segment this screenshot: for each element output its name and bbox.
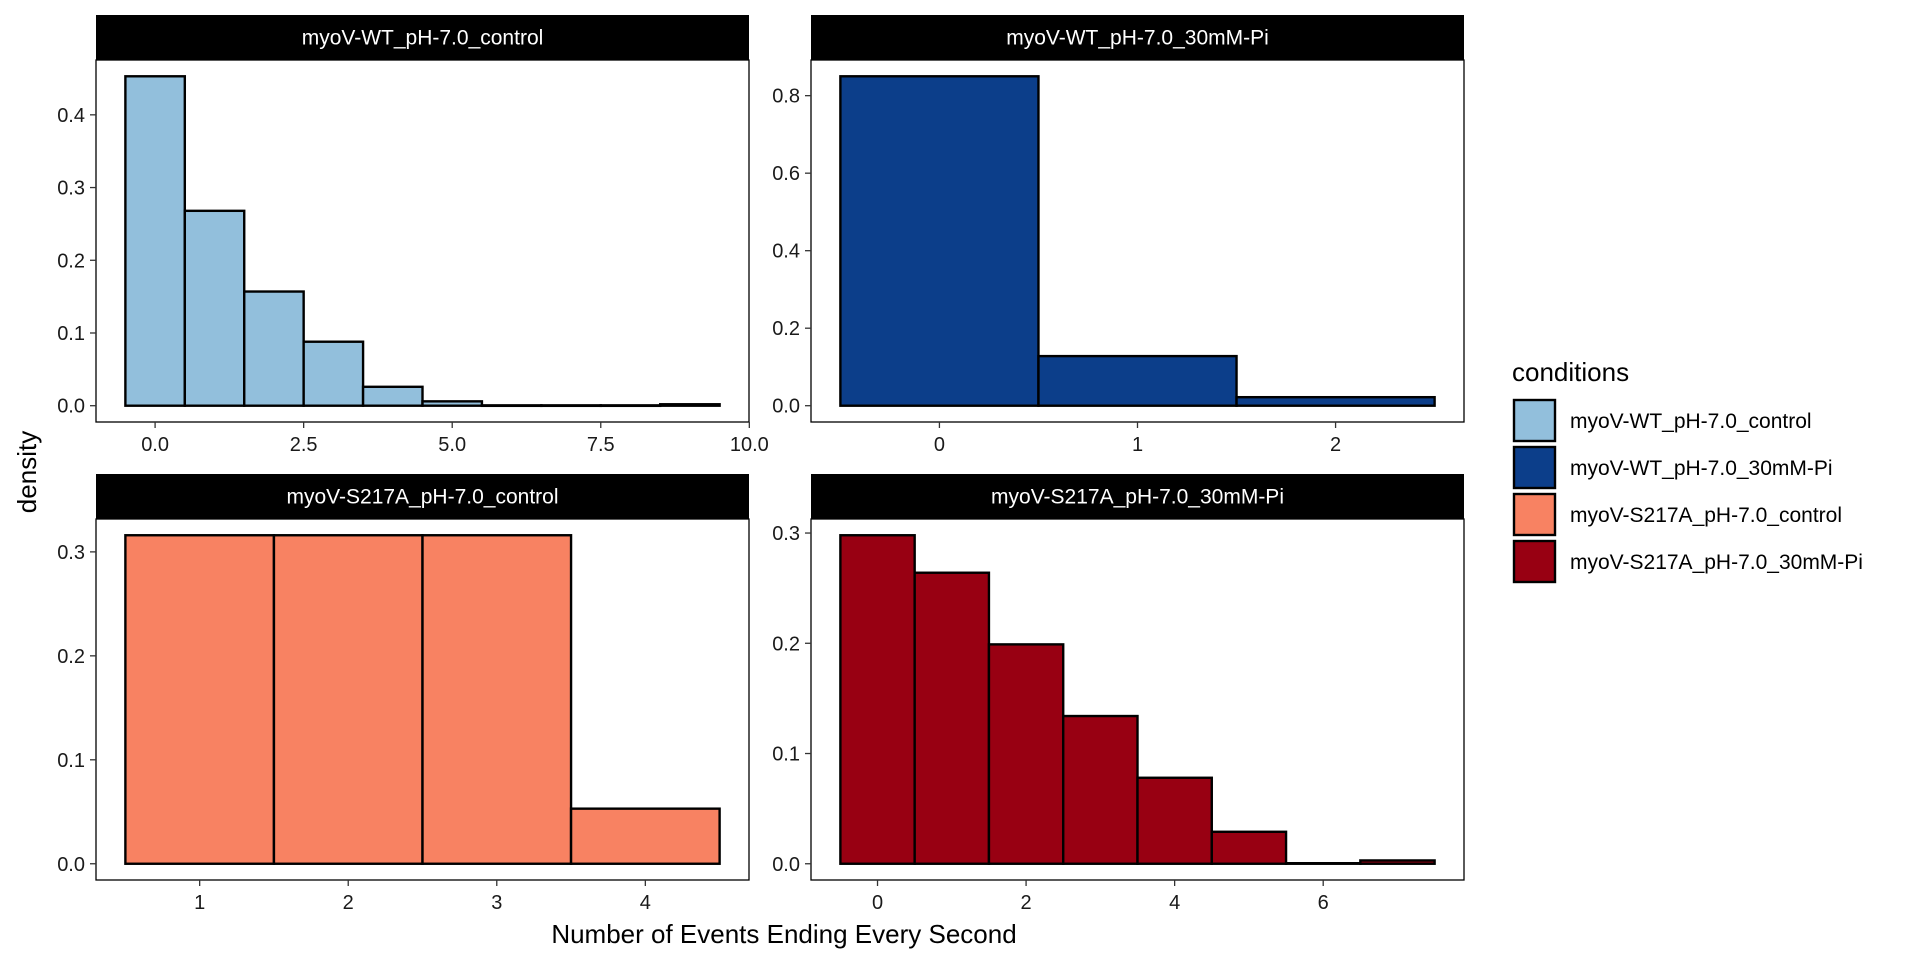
histogram-bar xyxy=(480,404,543,408)
histogram-bar xyxy=(1359,859,1436,865)
histogram-bar xyxy=(421,400,484,407)
facet-strip xyxy=(96,474,749,519)
legend-key xyxy=(1512,445,1557,490)
y-axis-title: density xyxy=(12,431,42,513)
panel-border xyxy=(95,518,750,881)
y-tick-label: 0.3 xyxy=(57,178,85,200)
legend-label: myoV-WT_pH-7.0_control xyxy=(1570,410,1812,433)
histogram-bar xyxy=(1136,776,1213,865)
y-tick-label: 0.3 xyxy=(772,523,800,545)
facet-title: myoV-WT_pH-7.0_control xyxy=(302,27,544,50)
histogram-bar xyxy=(839,75,1040,407)
y-tick-label: 0.4 xyxy=(57,105,85,127)
y-tick-label: 0.3 xyxy=(57,542,85,564)
x-tick-label: 0 xyxy=(934,434,945,456)
panel-2: myoV-WT_pH-7.0_30mM-Pi 0.0 0.2 0.4 0.6 0.8 0 1 2 xyxy=(772,15,1465,456)
y-tick-label: 0.2 xyxy=(772,318,800,340)
histogram-bar xyxy=(421,534,573,865)
panel-border xyxy=(95,59,750,423)
y-tick-label: 0.8 xyxy=(772,86,800,108)
x-tick-label: 6 xyxy=(1318,892,1329,914)
histogram-bar xyxy=(987,643,1065,865)
panel-3: myoV-S217A_pH-7.0_control 0.0 0.1 0.2 0.3 1 2 3… xyxy=(57,474,750,914)
y-tick-label: 0.0 xyxy=(57,396,85,418)
x-tick-label: 10.0 xyxy=(730,434,769,456)
x-axis-title: Number of Events Ending Every Second xyxy=(551,919,1016,949)
y-tick-label: 0.1 xyxy=(57,323,85,345)
x-tick-label: 1 xyxy=(1132,434,1143,456)
legend-title: conditions xyxy=(1512,357,1629,387)
histogram-bar xyxy=(183,209,246,407)
legend-key xyxy=(1512,492,1557,537)
y-tick-label: 0.6 xyxy=(772,163,800,185)
facet-title: myoV-S217A_pH-7.0_30mM-Pi xyxy=(991,486,1284,509)
facet-title: myoV-S217A_pH-7.0_control xyxy=(287,486,559,509)
histogram-bar xyxy=(839,534,916,865)
y-tick-label: 0.0 xyxy=(772,854,800,876)
histogram-bar xyxy=(913,571,991,865)
y-tick-label: 0.1 xyxy=(772,744,800,766)
x-tick-label: 5.0 xyxy=(438,434,466,456)
y-tick-label: 0.2 xyxy=(57,250,85,272)
y-tick-label: 0.2 xyxy=(57,646,85,668)
histogram-bar xyxy=(540,404,602,408)
legend-key xyxy=(1512,398,1557,443)
panel-4: myoV-S217A_pH-7.0_30mM-Pi 0.0 0.1 0.2 0.3 0 2 4… xyxy=(772,474,1465,914)
y-tick-label: 0.0 xyxy=(57,854,85,876)
histogram-bar xyxy=(1210,830,1288,865)
x-tick-label: 0 xyxy=(872,892,883,914)
y-tick-label: 0.1 xyxy=(57,750,85,772)
x-tick-label: 4 xyxy=(640,892,651,914)
facet-strip xyxy=(96,15,749,60)
histogram-bar xyxy=(1037,354,1238,407)
legend-label: myoV-WT_pH-7.0_30mM-Pi xyxy=(1570,457,1833,480)
histogram-bar xyxy=(124,75,187,407)
histogram-bar xyxy=(1235,395,1436,407)
x-tick-label: 2 xyxy=(343,892,354,914)
histogram-bar xyxy=(272,534,424,865)
facet-title: myoV-WT_pH-7.0_30mM-Pi xyxy=(1006,27,1269,50)
x-tick-label: 3 xyxy=(491,892,502,914)
histogram-bar xyxy=(1284,862,1362,865)
x-tick-label: 7.5 xyxy=(587,434,615,456)
histogram-bar xyxy=(658,403,721,407)
x-tick-label: 1 xyxy=(194,892,205,914)
panels-group: myoV-WT_pH-7.0_control 0.0 0.1 0.2 0.3 0.4 0.0… xyxy=(57,15,1465,914)
y-tick-label: 0.2 xyxy=(772,633,800,655)
panel-1: myoV-WT_pH-7.0_control 0.0 0.1 0.2 0.3 0.4 0.0… xyxy=(57,15,769,456)
histogram-bar xyxy=(124,534,276,865)
y-tick-label: 0.4 xyxy=(772,241,800,263)
x-tick-label: 2.5 xyxy=(290,434,318,456)
facet-strip xyxy=(811,15,1464,60)
histogram-bar xyxy=(569,807,721,865)
x-tick-label: 2 xyxy=(1330,434,1341,456)
legend-label: myoV-S217A_pH-7.0_control xyxy=(1570,504,1842,527)
y-tick-label: 0.0 xyxy=(772,396,800,418)
histogram-bar xyxy=(361,385,424,407)
x-tick-label: 4 xyxy=(1169,892,1180,914)
legend-key xyxy=(1512,539,1557,584)
histogram-bar xyxy=(599,404,662,408)
legend-label: myoV-S217A_pH-7.0_30mM-Pi xyxy=(1570,551,1863,574)
legend: conditions myoV-WT_pH-7.0_control myoV-WT… xyxy=(1512,357,1863,584)
histogram-bar xyxy=(302,340,365,407)
histogram-bar xyxy=(1062,714,1139,865)
x-tick-label: 2 xyxy=(1021,892,1032,914)
x-tick-label: 0.0 xyxy=(141,434,169,456)
histogram-bar xyxy=(243,290,305,407)
panel-border xyxy=(810,518,1465,881)
facet-strip xyxy=(811,474,1464,519)
